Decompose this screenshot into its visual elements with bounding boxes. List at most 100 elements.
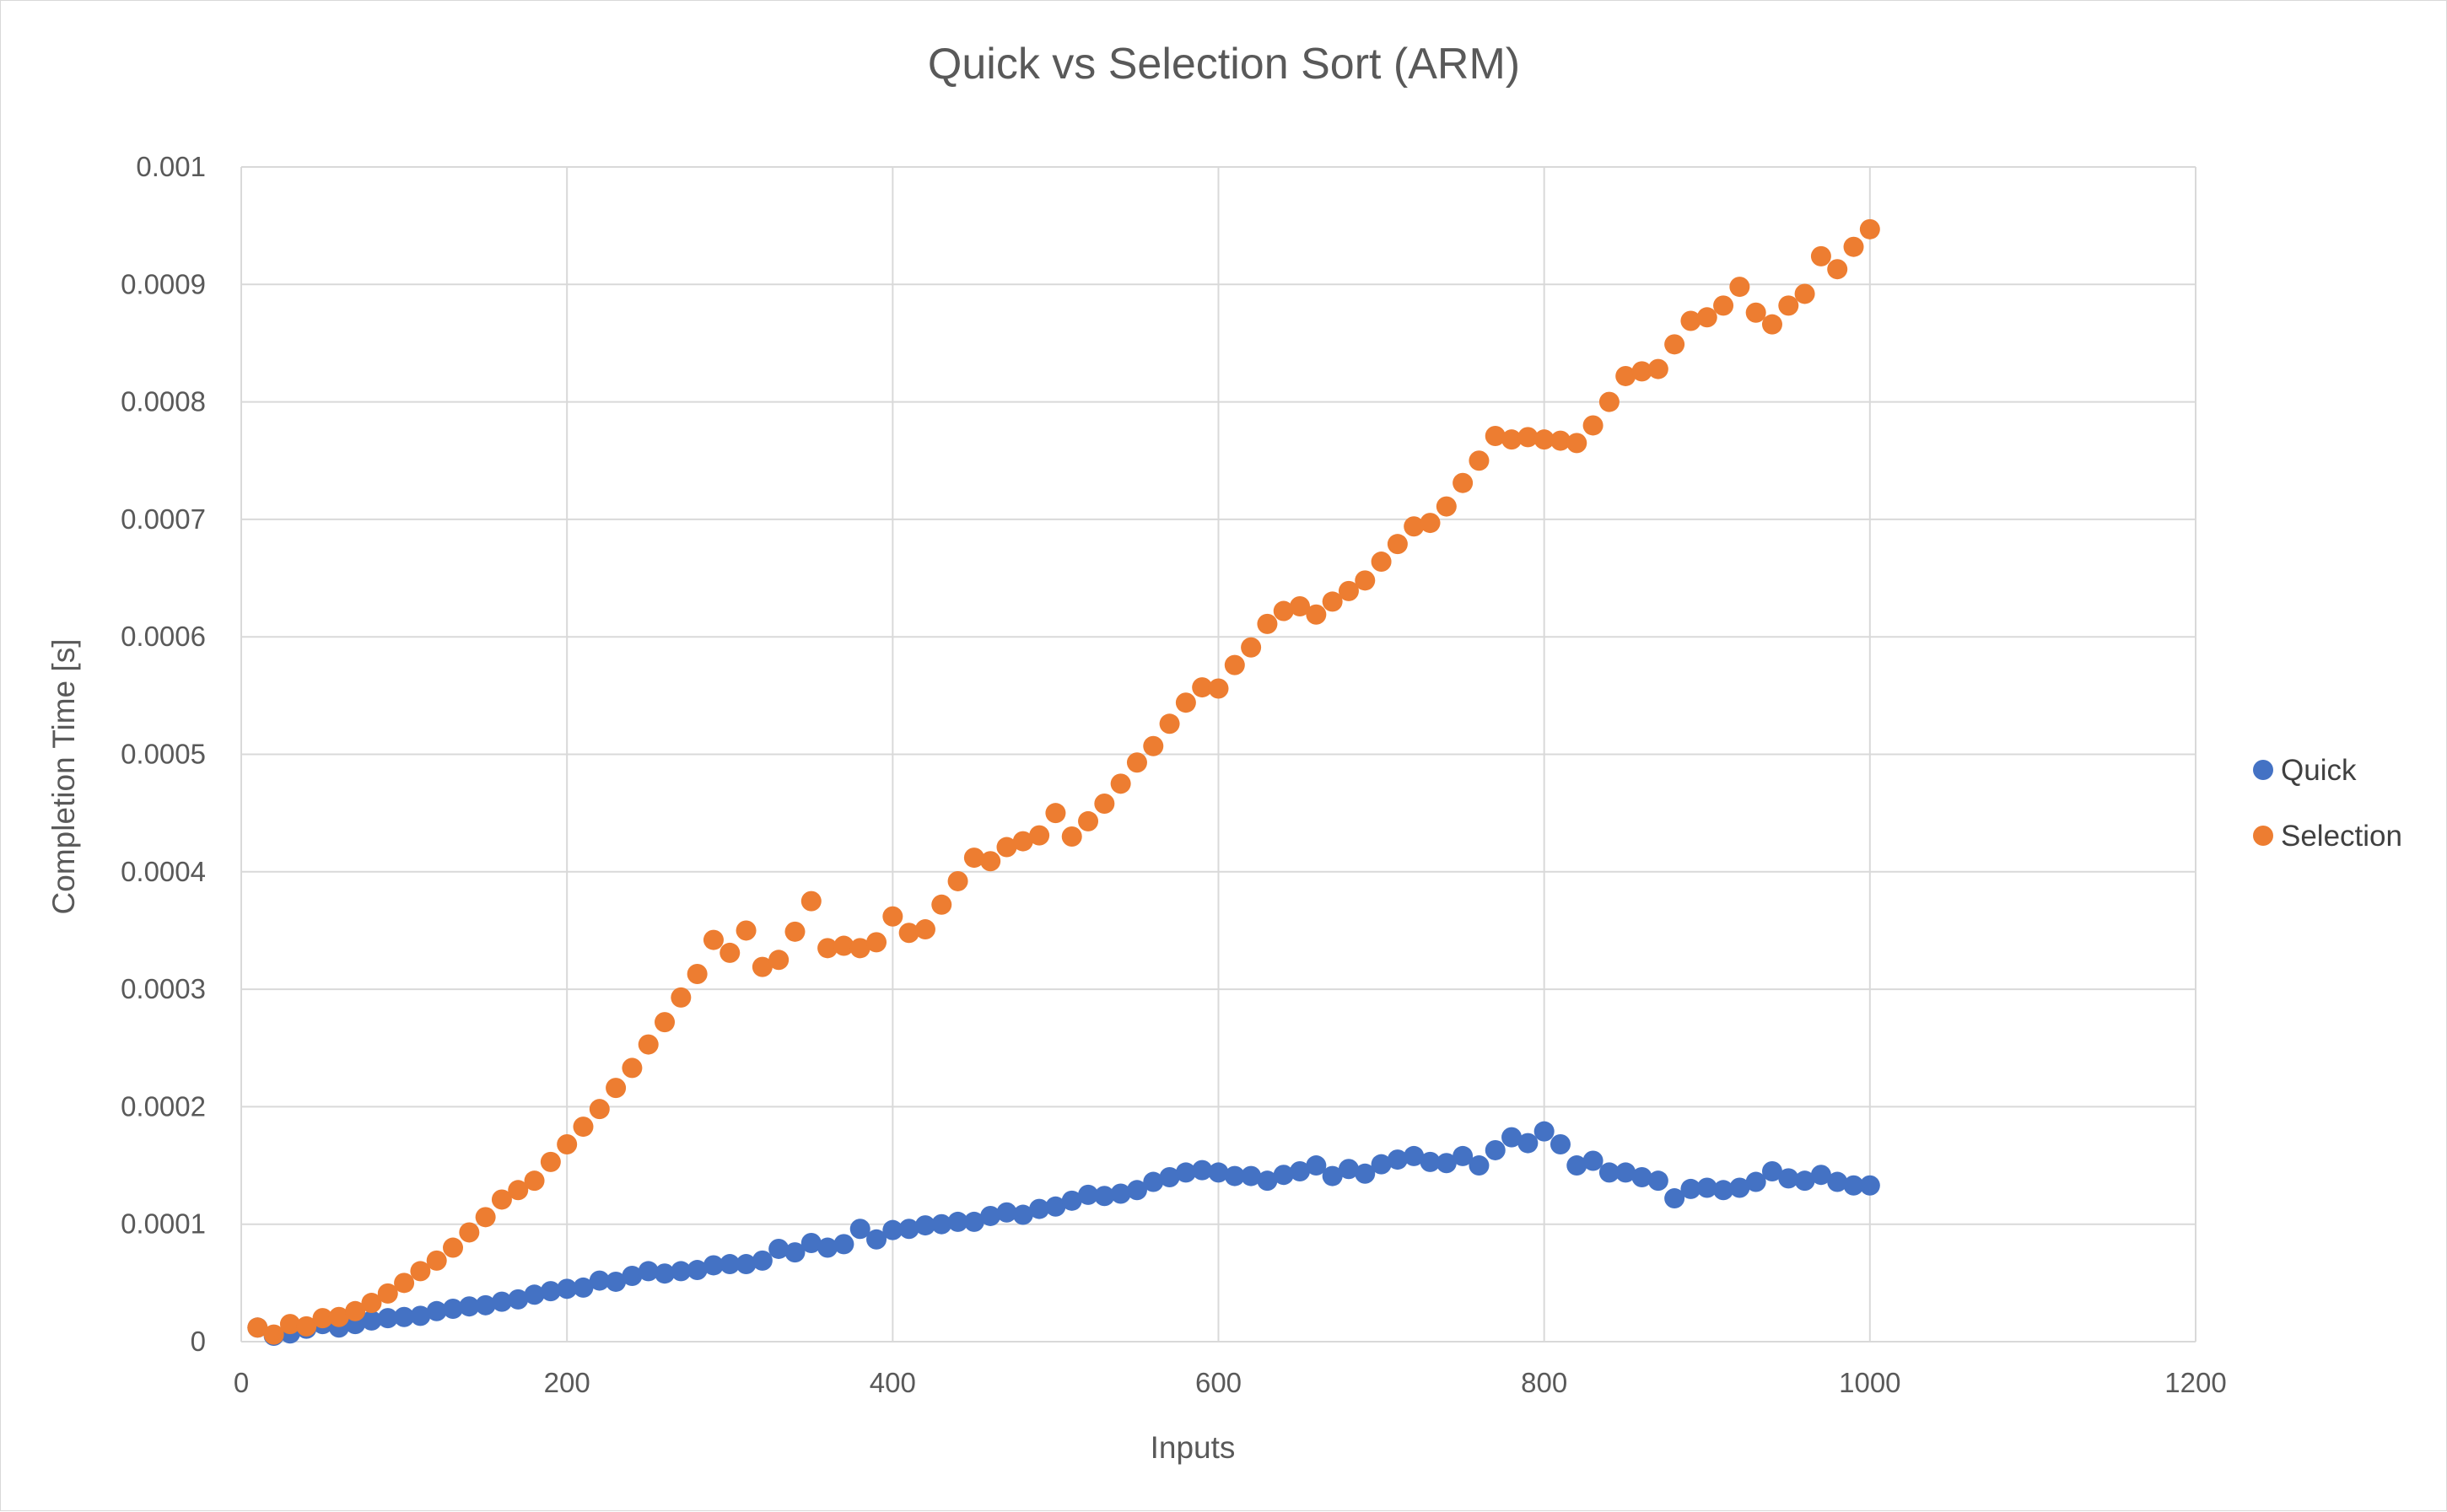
data-point-selection: [1550, 430, 1571, 451]
data-point-quick: [752, 1250, 773, 1271]
data-point-selection: [1647, 358, 1668, 379]
data-point-selection: [1338, 580, 1359, 601]
data-point-selection: [296, 1316, 317, 1337]
data-point-quick: [410, 1305, 431, 1326]
data-point-selection: [1761, 314, 1782, 335]
data-point-quick: [1338, 1159, 1359, 1180]
data-point-quick: [1208, 1162, 1229, 1183]
legend-label-selection: Selection: [2281, 820, 2402, 853]
data-point-selection: [947, 870, 968, 891]
data-point-selection: [524, 1170, 545, 1192]
data-point-selection: [671, 987, 692, 1008]
data-point-quick: [1306, 1155, 1327, 1176]
data-point-selection: [1810, 245, 1831, 266]
data-point-selection: [1371, 552, 1392, 573]
data-point-selection: [508, 1180, 529, 1201]
data-point-selection: [1436, 496, 1457, 517]
data-point-quick: [1631, 1166, 1652, 1187]
data-point-selection: [703, 929, 724, 950]
data-point-quick: [1501, 1127, 1523, 1148]
data-point-selection: [1420, 513, 1441, 534]
data-point-quick: [800, 1232, 822, 1253]
data-point-selection: [1566, 433, 1587, 454]
data-point-quick: [655, 1263, 676, 1284]
data-point-quick: [557, 1278, 578, 1299]
data-point-selection: [1631, 361, 1652, 382]
gridlines: [240, 166, 2196, 1343]
series-quick: [247, 1121, 1880, 1347]
y-tick-label: 0.0003: [121, 973, 206, 1004]
data-point-quick: [768, 1238, 790, 1259]
data-point-selection: [833, 935, 854, 956]
data-point-selection: [491, 1189, 512, 1210]
data-point-selection: [898, 923, 919, 944]
data-point-quick: [1012, 1204, 1033, 1225]
data-point-quick: [377, 1308, 398, 1329]
data-point-quick: [1827, 1171, 1848, 1192]
data-point-quick: [1533, 1121, 1555, 1142]
legend-marker-quick: [2253, 760, 2273, 780]
data-point-selection: [1126, 752, 1147, 773]
data-point-quick: [914, 1215, 935, 1236]
data-point-quick: [1175, 1162, 1196, 1183]
data-point-quick: [1355, 1163, 1376, 1184]
data-point-selection: [410, 1261, 431, 1282]
data-point-selection: [931, 894, 952, 915]
data-point-quick: [817, 1237, 838, 1258]
data-point-selection: [1290, 595, 1311, 616]
data-point-selection: [1224, 654, 1245, 675]
x-tick-label: 0: [234, 1367, 249, 1398]
data-point-selection: [345, 1300, 366, 1321]
data-point-selection: [1453, 472, 1474, 493]
data-point-quick: [1745, 1171, 1766, 1192]
data-point-quick: [1404, 1145, 1425, 1166]
data-point-quick: [931, 1213, 952, 1235]
data-point-quick: [1582, 1150, 1603, 1171]
x-tick-label: 600: [1195, 1367, 1242, 1398]
data-point-quick: [1078, 1184, 1099, 1205]
data-point-selection: [426, 1250, 447, 1271]
data-point-quick: [1843, 1175, 1864, 1196]
y-tick-label: 0.0002: [121, 1090, 206, 1122]
data-point-selection: [1696, 307, 1717, 328]
tick-labels: 0 0.0001 0.0002 0.0003 0.0004 0.0005 0.0006 0.0…: [121, 151, 2227, 1398]
x-tick-label: 400: [870, 1367, 916, 1398]
data-point-quick: [1290, 1161, 1311, 1182]
x-tick-label: 1200: [2164, 1367, 2226, 1398]
data-point-selection: [1469, 450, 1490, 471]
y-tick-label: 0.0006: [121, 621, 206, 652]
y-axis-title: Completion Time [s]: [46, 639, 81, 915]
data-point-selection: [247, 1317, 268, 1338]
data-point-selection: [443, 1237, 464, 1258]
series-selection: [247, 218, 1880, 1345]
data-point-quick: [1680, 1178, 1701, 1199]
data-point-quick: [1110, 1183, 1131, 1204]
data-point-quick: [736, 1254, 757, 1275]
data-point-selection: [1257, 613, 1278, 634]
data-point-quick: [1061, 1190, 1082, 1211]
data-point-quick: [866, 1229, 887, 1250]
x-tick-label: 800: [1521, 1367, 1567, 1398]
data-point-selection: [866, 932, 887, 953]
data-point-selection: [589, 1099, 610, 1120]
data-point-selection: [1729, 277, 1750, 298]
data-point-selection: [1404, 516, 1425, 537]
data-point-quick: [1273, 1165, 1294, 1186]
data-point-quick: [1453, 1145, 1474, 1166]
data-point-quick: [833, 1234, 854, 1255]
data-point-quick: [459, 1296, 480, 1317]
data-point-quick: [947, 1211, 968, 1232]
data-point-selection: [1517, 427, 1539, 448]
data-point-quick: [1598, 1162, 1620, 1183]
data-point-quick: [898, 1219, 919, 1240]
data-point-quick: [963, 1211, 984, 1232]
data-point-selection: [736, 920, 757, 941]
data-point-selection: [1794, 283, 1815, 304]
data-point-quick: [491, 1291, 512, 1312]
y-tick-label: 0.001: [136, 151, 206, 182]
data-point-selection: [1110, 773, 1131, 794]
data-point-quick: [606, 1271, 627, 1292]
y-tick-label: 0: [191, 1326, 206, 1357]
data-point-selection: [849, 938, 870, 959]
data-point-quick: [1859, 1175, 1880, 1196]
